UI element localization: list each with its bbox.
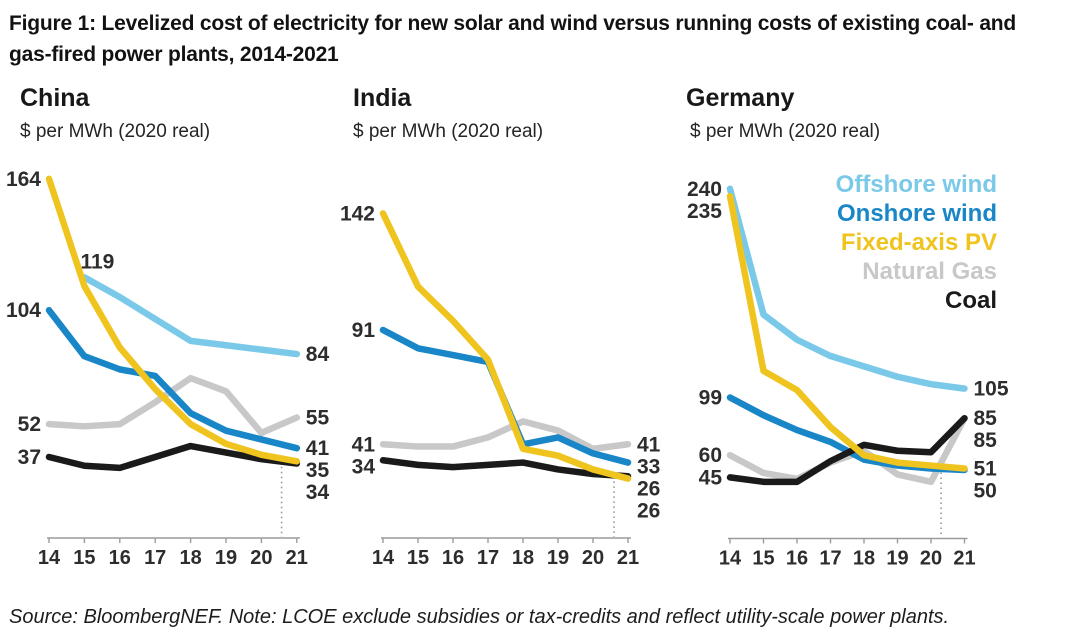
value-label: 51 <box>974 458 998 481</box>
panel-ylabel-india: $ per MWh (2020 real) <box>353 121 544 142</box>
value-label: 235 <box>687 200 722 223</box>
line-fixed-axis-pv <box>379 210 632 482</box>
x-tick-label: 16 <box>786 548 808 570</box>
legend-label-onshore-wind: Onshore wind <box>836 200 997 227</box>
value-label: 105 <box>974 378 1009 401</box>
x-tick-label: 18 <box>179 547 201 569</box>
source-note: Source: BloombergNEF. Note: LCOE exclude… <box>9 606 950 628</box>
legend-item-onshore-wind: Onshore wind <box>836 199 997 228</box>
value-label: 35 <box>306 459 330 482</box>
value-label: 91 <box>352 319 376 342</box>
x-tick-label: 17 <box>144 547 166 569</box>
value-label: 60 <box>699 444 722 467</box>
x-tick-label: 21 <box>286 547 308 569</box>
x-tick-label: 19 <box>547 547 569 569</box>
line-coal <box>379 457 632 480</box>
x-tick-label: 14 <box>719 548 742 570</box>
line-fixed-axis-pv <box>726 192 968 472</box>
x-tick-label: 21 <box>617 547 639 569</box>
legend-item-offshore-wind: Offshore wind <box>836 170 997 199</box>
value-label: 55 <box>306 407 330 430</box>
x-tick-label: 15 <box>752 548 774 570</box>
value-label: 26 <box>637 477 660 500</box>
legend-item-natural-gas: Natural Gas <box>836 257 997 286</box>
value-label: 52 <box>18 413 41 436</box>
line-coal <box>726 414 968 486</box>
panel-title-china: China <box>20 84 90 112</box>
x-tick-label: 18 <box>853 548 875 570</box>
value-label: 85 <box>974 407 998 430</box>
panel-title-india: India <box>353 84 412 112</box>
x-tick-label: 14 <box>38 547 61 569</box>
value-label: 119 <box>80 250 114 273</box>
line-natural-gas <box>379 418 632 453</box>
x-tick-label: 19 <box>215 547 237 569</box>
figure-title-line2: gas-fired power plants, 2014-2021 <box>9 43 339 66</box>
x-tick-label: 16 <box>109 547 131 569</box>
legend-item-coal: Coal <box>836 286 997 315</box>
x-tick-label: 21 <box>953 548 975 570</box>
legend-label-offshore-wind: Offshore wind <box>835 171 997 198</box>
x-tick-label: 20 <box>582 547 604 569</box>
legend-item-fixed-axis-pv: Fixed-axis PV <box>836 228 997 257</box>
value-label: 50 <box>974 480 997 503</box>
value-label: 85 <box>974 429 998 452</box>
value-label: 99 <box>699 386 722 409</box>
value-label: 104 <box>6 299 41 322</box>
x-tick-label: 15 <box>407 547 429 569</box>
x-tick-label: 20 <box>920 548 942 570</box>
panel-ylabel-germany: $ per MWh (2020 real) <box>690 121 881 142</box>
panel-ylabel-china: $ per MWh (2020 real) <box>20 121 211 142</box>
x-tick-label: 19 <box>886 548 908 570</box>
value-label: 34 <box>306 481 330 504</box>
line-coal <box>45 442 301 472</box>
line-onshore-wind <box>45 306 301 452</box>
x-tick-label: 16 <box>442 547 464 569</box>
value-label: 240 <box>687 178 722 201</box>
panel-title-germany: Germany <box>686 84 795 112</box>
legend-label-coal: Coal <box>944 287 997 314</box>
line-offshore-wind <box>726 185 968 392</box>
legend-label-fixed-axis-pv: Fixed-axis PV <box>840 229 997 256</box>
value-label: 33 <box>637 455 660 478</box>
value-label: 26 <box>637 499 660 522</box>
value-label: 34 <box>352 455 376 478</box>
value-label: 37 <box>18 446 41 469</box>
legend: Offshore wind Onshore wind Fixed-axis PV… <box>836 170 997 315</box>
value-label: 41 <box>306 437 330 460</box>
value-label: 41 <box>352 433 376 456</box>
figure-title: Figure 1: Levelized cost of electricity … <box>9 8 1073 70</box>
x-tick-label: 17 <box>477 547 499 569</box>
x-tick-label: 15 <box>73 547 95 569</box>
line-natural-gas <box>726 414 968 486</box>
x-tick-label: 14 <box>372 547 395 569</box>
line-offshore-wind <box>81 274 301 358</box>
value-label: 41 <box>637 433 661 456</box>
x-tick-label: 20 <box>250 547 272 569</box>
value-label: 164 <box>6 168 41 191</box>
value-label: 45 <box>699 466 723 489</box>
x-tick-label: 18 <box>512 547 534 569</box>
value-label: 142 <box>340 202 375 225</box>
line-fixed-axis-pv <box>45 175 301 465</box>
legend-label-natural-gas: Natural Gas <box>862 258 997 285</box>
x-tick-label: 17 <box>819 548 841 570</box>
figure-title-line1: Figure 1: Levelized cost of electricity … <box>9 12 1017 35</box>
value-label: 84 <box>306 343 330 366</box>
